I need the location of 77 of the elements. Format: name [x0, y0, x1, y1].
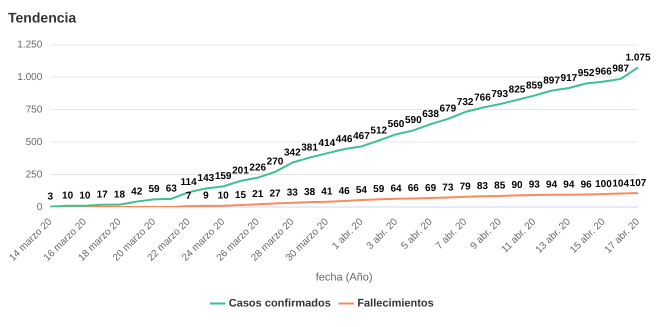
data-label: 897 [543, 75, 560, 86]
data-label: 159 [214, 171, 232, 182]
data-label: 638 [422, 108, 440, 120]
data-label: 966 [595, 66, 612, 78]
data-label: 17 [96, 190, 108, 201]
x-tick-label: 5 abr. 20 [399, 216, 435, 252]
data-label: 59 [148, 184, 160, 196]
x-tick-label: 3 abr. 20 [364, 216, 400, 252]
data-label: 7 [186, 190, 192, 202]
data-label: 201 [232, 166, 250, 177]
data-label: 226 [249, 162, 267, 174]
data-label: 766 [474, 92, 492, 104]
data-label: 18 [114, 189, 126, 200]
data-label: 46 [338, 186, 350, 197]
data-label: 3 [48, 191, 54, 202]
data-label: 83 [476, 180, 488, 192]
legend-label: Fallecimientos [357, 298, 434, 310]
data-label: 114 [180, 176, 198, 188]
data-label: 560 [388, 119, 405, 130]
y-tick-label: 1.000 [17, 72, 43, 83]
data-label: 73 [442, 182, 454, 194]
y-tick-label: 750 [26, 104, 43, 116]
data-label: 825 [508, 84, 526, 96]
data-label: 90 [511, 180, 524, 192]
data-label: 104 [612, 178, 630, 190]
data-label: 270 [266, 156, 284, 168]
data-label: 21 [252, 189, 264, 200]
data-label: 27 [269, 188, 282, 200]
data-label: 590 [404, 115, 422, 126]
data-label: 54 [356, 184, 368, 196]
data-label: 94 [546, 180, 558, 191]
data-label: 59 [373, 184, 385, 196]
data-label: 342 [284, 147, 302, 158]
data-label: 85 [494, 180, 506, 192]
y-tick-label: 0 [36, 202, 43, 213]
data-label: 10 [62, 190, 74, 202]
data-label: 987 [612, 64, 630, 75]
x-axis-title: fecha (Año) [316, 271, 373, 284]
data-label: 15 [234, 190, 246, 201]
data-label: 679 [440, 104, 457, 115]
data-label: 793 [491, 88, 508, 100]
data-label: 446 [336, 134, 353, 145]
data-label: 94 [563, 180, 575, 191]
y-tick-label: 500 [26, 136, 43, 148]
data-label: 33 [286, 187, 298, 198]
data-label: 414 [318, 138, 336, 150]
data-label: 1.075 [625, 52, 651, 64]
data-label: 69 [425, 182, 437, 194]
data-label: 467 [353, 131, 370, 142]
data-label: 917 [560, 72, 578, 84]
data-label: 64 [390, 183, 402, 194]
x-tick-label: 1 abr. 20 [330, 216, 366, 252]
y-tick-label: 1.250 [17, 40, 43, 51]
data-label: 952 [578, 68, 595, 80]
data-label: 512 [370, 125, 388, 136]
data-label: 10 [218, 190, 230, 202]
data-label: 100 [595, 178, 612, 190]
data-label: 79 [460, 182, 472, 193]
data-label: 107 [630, 178, 647, 189]
data-label: 66 [408, 183, 420, 194]
y-tick-label: 250 [26, 169, 43, 180]
data-label: 96 [580, 179, 592, 190]
data-label: 42 [131, 186, 143, 198]
data-label: 732 [456, 96, 474, 108]
data-label: 41 [321, 186, 333, 198]
chart-title: Tendencia [8, 9, 76, 26]
data-label: 859 [526, 80, 544, 92]
data-label: 63 [166, 184, 178, 195]
data-label: 381 [301, 142, 318, 154]
x-tick-label: 7 abr. 20 [434, 216, 470, 252]
data-label: 38 [304, 186, 316, 198]
data-label: 10 [79, 190, 91, 202]
data-label: 9 [203, 190, 210, 202]
legend-label: Casos confirmados [228, 298, 331, 310]
x-tick-label: 17 abr. 20 [602, 216, 642, 256]
data-label: 93 [528, 180, 540, 191]
data-label: 143 [198, 173, 215, 184]
